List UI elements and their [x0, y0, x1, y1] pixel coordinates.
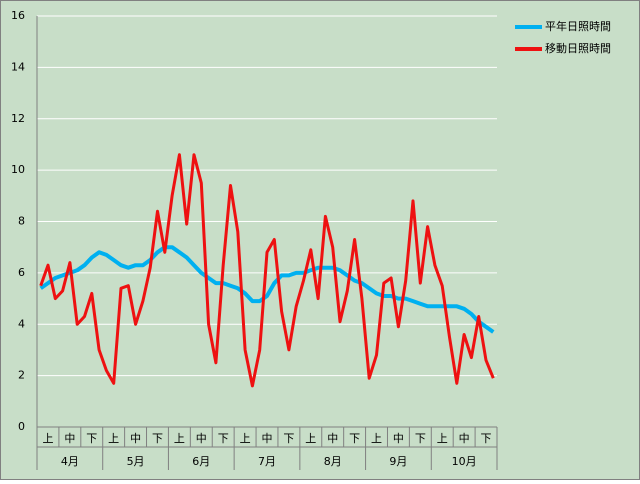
x-tick-label: 上: [42, 432, 53, 445]
y-tick-label: 10: [11, 163, 25, 176]
y-tick-label: 6: [18, 266, 25, 279]
group-label: 7月: [258, 455, 276, 468]
x-tick-label: 中: [262, 432, 273, 445]
x-tick-label: 上: [371, 432, 382, 445]
x-tick-label: 下: [481, 432, 492, 445]
x-tick-label: 上: [305, 432, 316, 445]
series-line: [39, 245, 495, 334]
x-tick-label: 上: [174, 432, 185, 445]
y-tick-label: 12: [11, 112, 25, 125]
y-tick-label: 4: [18, 317, 25, 330]
group-label: 5月: [127, 455, 145, 468]
x-tick-label: 中: [196, 432, 207, 445]
x-tick-label: 下: [415, 432, 426, 445]
y-tick-label: 16: [11, 9, 25, 22]
group-label: 8月: [324, 455, 342, 468]
series-line: [39, 153, 495, 388]
group-label: 9月: [389, 455, 407, 468]
y-tick-label: 0: [18, 420, 25, 433]
x-tick-label: 中: [130, 432, 141, 445]
group-label: 6月: [192, 455, 210, 468]
x-tick-label: 中: [64, 432, 75, 445]
legend-label: 移動日照時間: [545, 41, 611, 55]
x-tick-label: 下: [86, 432, 97, 445]
x-tick-label: 下: [349, 432, 360, 445]
x-tick-label: 下: [152, 432, 163, 445]
x-tick-label: 下: [283, 432, 294, 445]
group-label: 4月: [61, 455, 79, 468]
x-tick-label: 上: [437, 432, 448, 445]
x-tick-label: 中: [459, 432, 470, 445]
x-tick-label: 中: [393, 432, 404, 445]
x-tick-label: 上: [240, 432, 251, 445]
legend-label: 平年日照時間: [545, 19, 611, 33]
x-tick-label: 中: [327, 432, 338, 445]
y-tick-label: 8: [18, 215, 25, 228]
y-tick-label: 14: [11, 60, 25, 73]
x-tick-label: 上: [108, 432, 119, 445]
group-label: 10月: [452, 455, 477, 468]
y-tick-label: 2: [18, 369, 25, 382]
x-tick-label: 下: [218, 432, 229, 445]
